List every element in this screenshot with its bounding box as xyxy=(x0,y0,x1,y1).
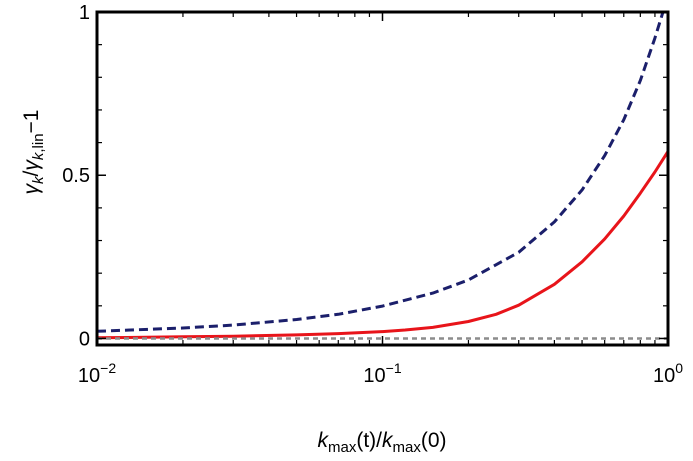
x-axis-label: kmax(t)/kmax(0) xyxy=(317,429,446,456)
ticks-layer xyxy=(96,11,669,345)
x-tick-label: 10−2 xyxy=(78,360,116,387)
series-layer xyxy=(97,12,668,340)
x-tick-label: 100 xyxy=(653,360,683,387)
y-axis-label: γk/γk,lin−1 xyxy=(20,110,47,195)
y-tick-label: 1 xyxy=(79,2,90,24)
tick-labels-layer: 10−2 10−1 100 0 0.5 1 xyxy=(62,2,683,387)
x-tick-label: 10−1 xyxy=(363,360,401,387)
y-tick-label: 0 xyxy=(79,328,90,350)
series-line-0 xyxy=(97,12,665,333)
series-line-1 xyxy=(97,150,668,340)
y-tick-label: 0.5 xyxy=(62,165,90,187)
plot-frame xyxy=(95,10,670,347)
